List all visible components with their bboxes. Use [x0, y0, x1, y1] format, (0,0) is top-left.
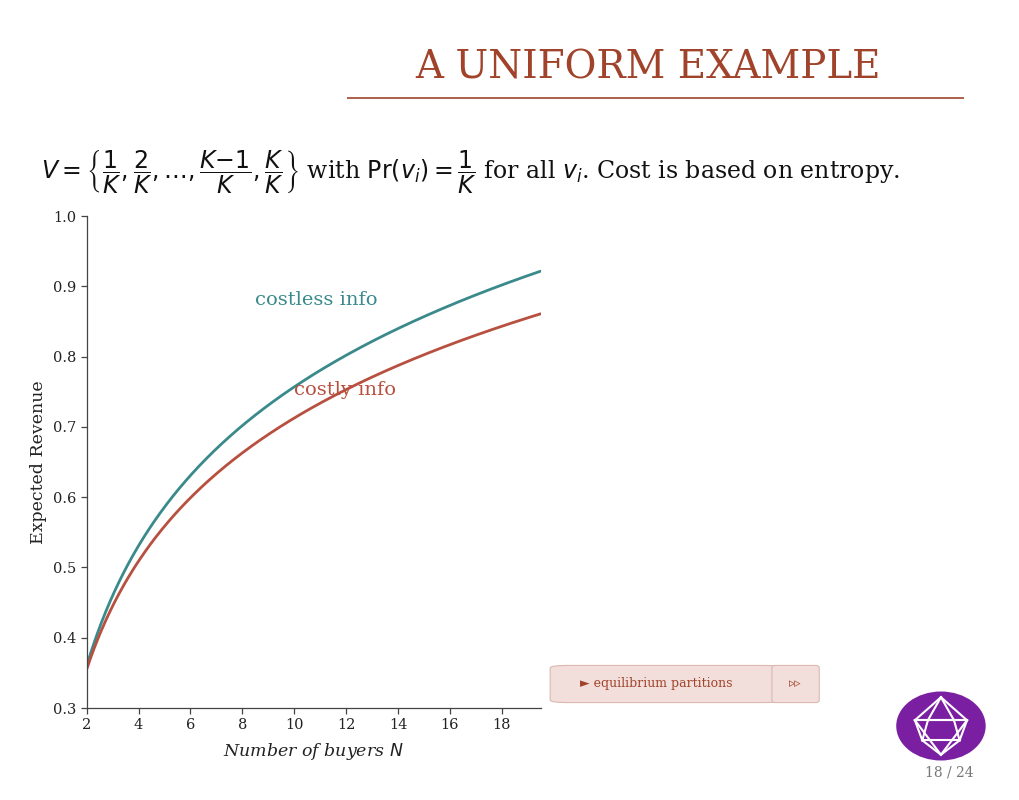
Text: $V = \left\{\dfrac{1}{K}, \dfrac{2}{K}, \ldots, \dfrac{K{-}1}{K}, \dfrac{K}{K}\r: $V = \left\{\dfrac{1}{K}, \dfrac{2}{K}, …	[41, 148, 899, 196]
Y-axis label: Expected Revenue: Expected Revenue	[31, 380, 47, 544]
Text: A U​NIFORM E​XAMPLE: A U​NIFORM E​XAMPLE	[415, 50, 879, 86]
Circle shape	[896, 691, 984, 761]
Text: costless info: costless info	[255, 291, 377, 310]
Text: ▹▹: ▹▹	[789, 678, 801, 690]
Text: costly info: costly info	[293, 382, 395, 399]
FancyBboxPatch shape	[549, 666, 781, 702]
FancyBboxPatch shape	[771, 666, 818, 702]
Text: 18 / 24: 18 / 24	[924, 766, 973, 780]
X-axis label: Number of buyers $N$: Number of buyers $N$	[223, 741, 404, 762]
Text: ► equilibrium partitions: ► equilibrium partitions	[580, 678, 732, 690]
